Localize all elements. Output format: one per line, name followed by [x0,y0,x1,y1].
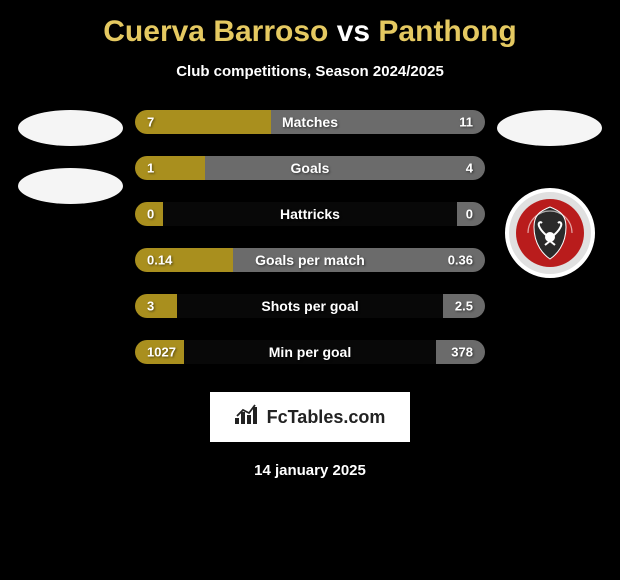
comparison-card: Cuerva Barroso vs Panthong Club competit… [0,0,620,489]
stat-left-value: 0 [147,207,154,222]
stat-label: Goals [291,160,330,176]
stat-right-value: 4 [466,161,473,176]
stat-bar-right [205,156,485,180]
stat-right-value: 0 [466,207,473,222]
stat-left-value: 1 [147,161,154,176]
stat-row: 7 11 Matches [135,110,485,134]
date-label: 14 january 2025 [0,462,620,479]
player2-photo-placeholder [497,110,602,146]
watermark-text: FcTables.com [267,407,386,428]
page-title: Cuerva Barroso vs Panthong [0,15,620,49]
stats-column: 7 11 Matches 1 4 Goals 0 0 Hattricks 0.14 0.36 Goal… [135,110,485,364]
subtitle: Club competitions, Season 2024/2025 [0,63,620,80]
club-crest-icon [514,197,586,269]
title-vs: vs [337,15,370,48]
stat-bar-left [135,156,205,180]
stat-left-value: 1027 [147,345,176,360]
stat-label: Hattricks [280,206,340,222]
stat-bar-left [135,110,271,134]
stat-right-value: 0.36 [448,253,473,268]
stat-label: Min per goal [269,344,351,360]
stat-row: 0 0 Hattricks [135,202,485,226]
stat-bar-left [135,294,177,318]
stat-row: 0.14 0.36 Goals per match [135,248,485,272]
stat-label: Goals per match [255,252,365,268]
stat-right-value: 2.5 [455,299,473,314]
stat-label: Matches [282,114,338,130]
stat-row: 1027 378 Min per goal [135,340,485,364]
stat-label: Shots per goal [261,298,358,314]
stat-left-value: 7 [147,115,154,130]
title-player2: Panthong [378,15,516,48]
watermark-banner: FcTables.com [210,392,410,442]
right-side-column [497,110,602,278]
player2-club-crest [505,188,595,278]
player1-club-placeholder [18,168,123,204]
stat-row: 1 4 Goals [135,156,485,180]
stat-right-value: 378 [451,345,473,360]
stat-left-value: 0.14 [147,253,172,268]
title-player1: Cuerva Barroso [103,15,328,48]
bar-chart-icon [235,404,261,431]
stat-left-value: 3 [147,299,154,314]
stat-right-value: 11 [459,115,473,130]
main-area: 7 11 Matches 1 4 Goals 0 0 Hattricks 0.14 0.36 Goal… [0,110,620,364]
left-side-column [18,110,123,204]
player1-photo-placeholder [18,110,123,146]
stat-row: 3 2.5 Shots per goal [135,294,485,318]
